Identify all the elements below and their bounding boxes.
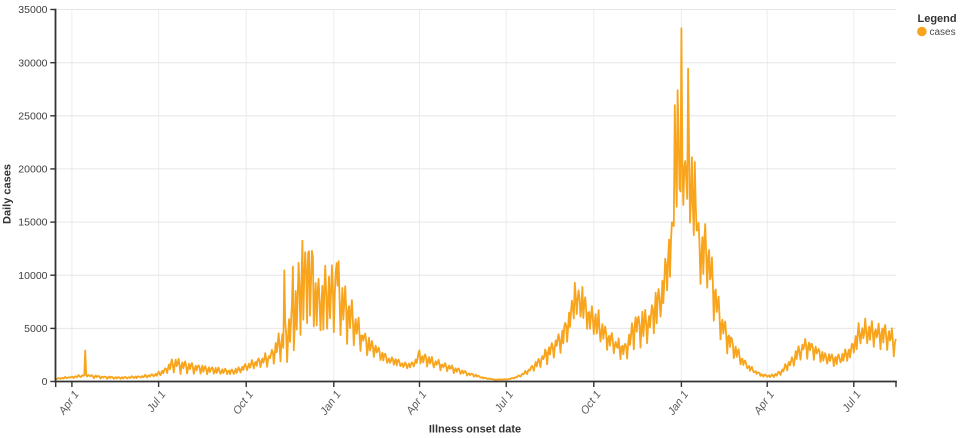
svg-text:Jan 1: Jan 1	[665, 389, 691, 419]
svg-text:Apr 1: Apr 1	[404, 389, 430, 418]
svg-text:0: 0	[42, 376, 48, 388]
svg-text:30000: 30000	[18, 57, 47, 69]
svg-text:Oct 1: Oct 1	[231, 389, 256, 417]
svg-text:Jul 1: Jul 1	[840, 389, 864, 416]
svg-text:35000: 35000	[18, 4, 47, 16]
svg-text:5000: 5000	[24, 323, 48, 335]
svg-text:Jul 1: Jul 1	[145, 389, 169, 416]
svg-text:15000: 15000	[18, 217, 47, 229]
svg-text:Jan 1: Jan 1	[318, 389, 344, 419]
svg-text:cases: cases	[930, 27, 956, 38]
svg-text:Apr 1: Apr 1	[751, 389, 777, 418]
svg-text:Illness onset date: Illness onset date	[429, 424, 521, 436]
svg-text:Oct 1: Oct 1	[579, 389, 604, 417]
svg-text:20000: 20000	[18, 164, 47, 176]
svg-text:25000: 25000	[18, 110, 47, 122]
svg-text:Daily cases: Daily cases	[2, 164, 14, 224]
svg-text:Apr 1: Apr 1	[56, 389, 82, 418]
svg-text:Jul 1: Jul 1	[492, 389, 516, 416]
svg-text:10000: 10000	[18, 270, 47, 282]
svg-text:Legend: Legend	[918, 13, 957, 25]
